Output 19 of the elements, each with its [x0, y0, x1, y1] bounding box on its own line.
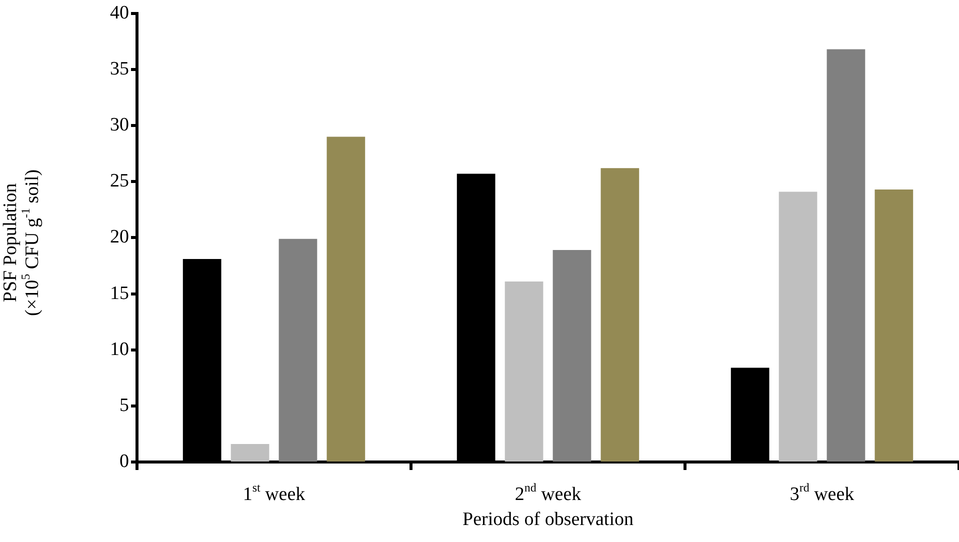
y-tick-label: 25: [110, 170, 129, 192]
bar: [552, 250, 592, 462]
x-axis-title: Periods of observation: [462, 508, 634, 530]
bar: [326, 136, 366, 462]
y-tick-label: 10: [110, 338, 129, 360]
y-tick-label: 15: [110, 282, 129, 304]
bar: [278, 238, 318, 462]
y-tick-label: 35: [110, 58, 129, 80]
bar: [874, 189, 914, 462]
y-tick-label: 5: [120, 394, 129, 416]
bar: [600, 168, 640, 462]
bar: [778, 192, 818, 462]
y-tick-label: 0: [120, 450, 129, 472]
y-tick-label: 40: [110, 2, 129, 24]
y-tick-label: 30: [110, 114, 129, 136]
bar: [230, 444, 270, 462]
y-tick-label: 20: [110, 226, 129, 248]
bar: [826, 49, 866, 462]
bar: [504, 281, 544, 462]
